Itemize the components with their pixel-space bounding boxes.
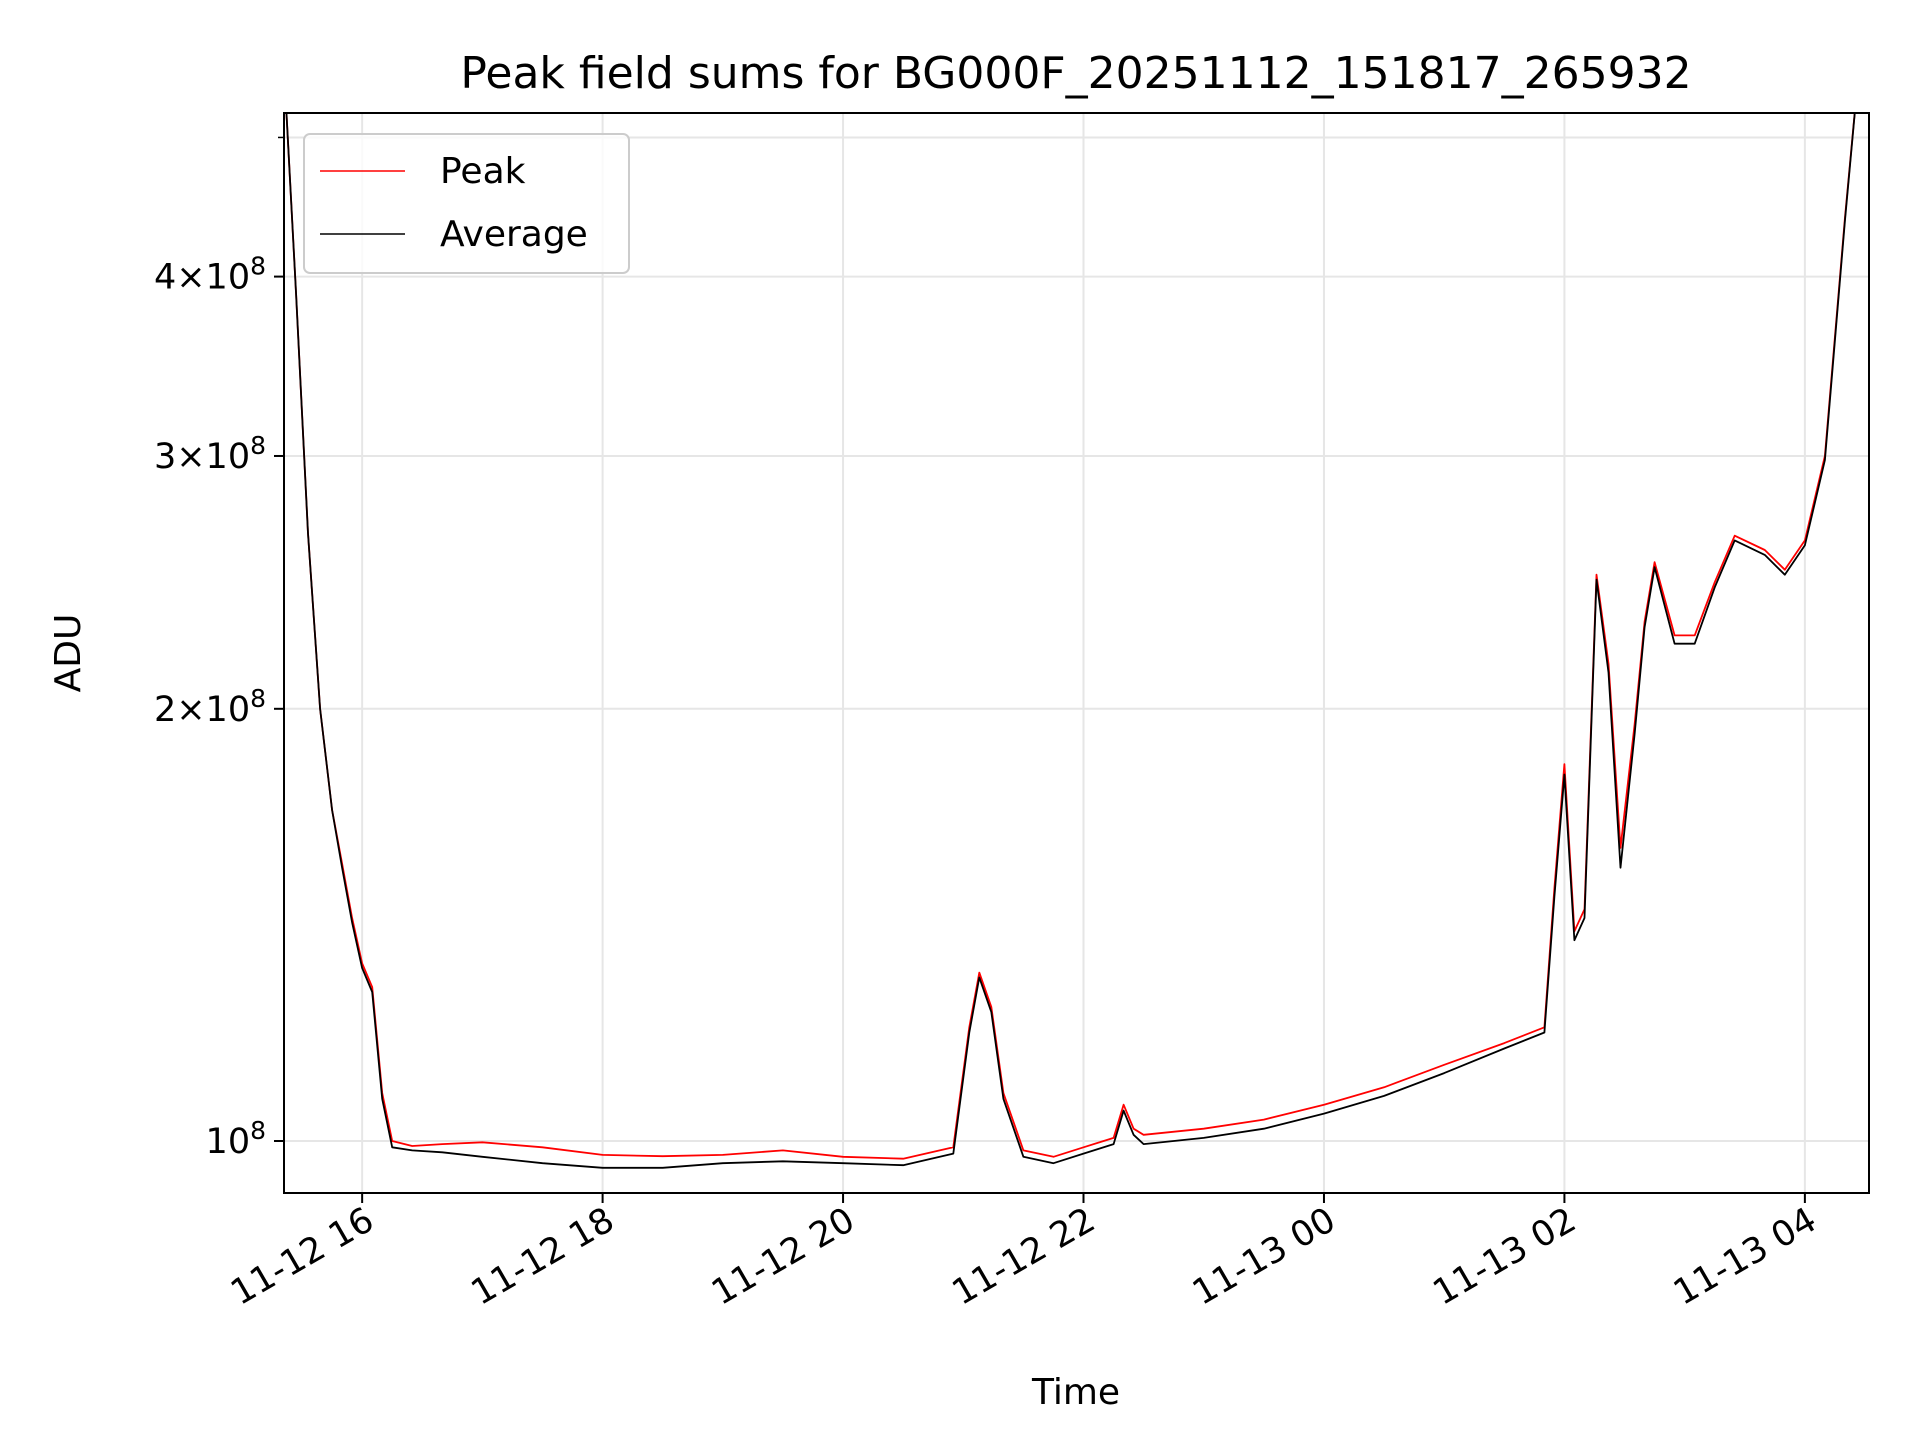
x-tick-label: 11-12 18 (465, 1200, 621, 1313)
series-line-average (285, 113, 1856, 1169)
y-tick-label: 4×108 (154, 252, 266, 298)
legend-label-average: Average (440, 214, 588, 255)
x-tick-label: 11-13 02 (1427, 1200, 1583, 1313)
y-tick-label: 3×108 (154, 431, 266, 477)
x-tick-label: 11-12 16 (224, 1200, 380, 1313)
x-tick-label: 11-12 20 (705, 1200, 861, 1313)
x-tick-label: 11-13 00 (1186, 1200, 1342, 1313)
legend: Peak Average (303, 133, 630, 274)
series-line-peak (285, 113, 1856, 1160)
x-tick-label: 11-12 22 (946, 1200, 1102, 1313)
legend-frame (303, 133, 630, 274)
series-layer (285, 113, 1856, 1169)
legend-label-peak: Peak (440, 151, 526, 192)
x-axis-label: Time (1031, 1372, 1120, 1413)
x-tick-label: 11-13 04 (1667, 1200, 1823, 1313)
plot-area-frame (283, 112, 1870, 1194)
y-axis-label: ADU (48, 614, 89, 693)
y-axis-ticks: 108 2×108 3×108 4×108 (154, 136, 284, 1162)
chart-title: Peak field sums for BG000F_20251112_1518… (460, 48, 1691, 99)
x-axis-ticks: 11-12 16 11-12 18 11-12 20 11-12 22 11-13 00… (224, 1193, 1823, 1313)
y-tick-label: 108 (206, 1116, 266, 1162)
grid (284, 113, 1869, 1193)
y-tick-label: 2×108 (154, 684, 266, 730)
